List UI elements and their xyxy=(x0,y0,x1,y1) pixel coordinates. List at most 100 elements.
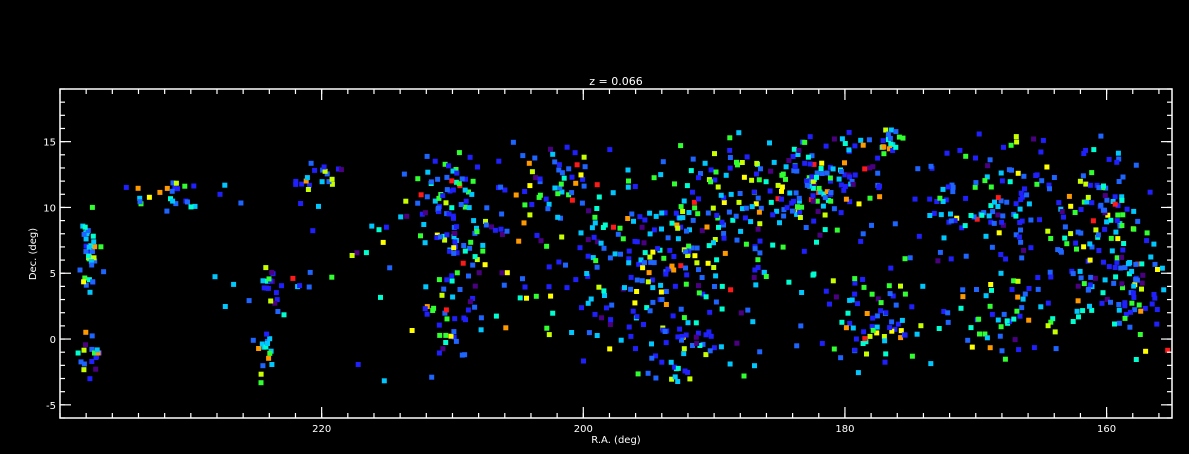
galaxy-point xyxy=(550,151,556,157)
galaxy-point xyxy=(641,240,647,246)
galaxy-point xyxy=(591,234,597,240)
galaxy-point xyxy=(869,324,875,330)
galaxy-point xyxy=(602,222,608,228)
galaxy-point xyxy=(827,301,832,307)
galaxy-point xyxy=(763,179,769,185)
galaxy-point xyxy=(695,330,701,336)
galaxy-point xyxy=(1078,230,1084,236)
galaxy-point xyxy=(91,255,97,261)
galaxy-point xyxy=(838,355,844,361)
galaxy-point xyxy=(496,158,502,164)
galaxy-point xyxy=(960,287,966,293)
galaxy-point xyxy=(761,269,767,275)
galaxy-point xyxy=(536,194,542,200)
galaxy-point xyxy=(937,249,943,255)
galaxy-point xyxy=(889,328,895,334)
galaxy-point xyxy=(81,361,87,367)
galaxy-point xyxy=(306,284,312,290)
galaxy-point xyxy=(1089,200,1095,206)
galaxy-point xyxy=(376,227,382,233)
galaxy-point xyxy=(1084,199,1090,205)
galaxy-point xyxy=(498,226,504,232)
galaxy-point xyxy=(1056,200,1062,206)
galaxy-point xyxy=(814,174,819,180)
galaxy-point xyxy=(322,168,328,174)
galaxy-point xyxy=(566,192,572,198)
galaxy-point xyxy=(680,215,686,221)
galaxy-point xyxy=(1165,347,1171,353)
galaxy-point xyxy=(1139,286,1144,292)
galaxy-point xyxy=(440,193,446,199)
galaxy-point xyxy=(290,275,296,281)
galaxy-point xyxy=(640,265,646,271)
galaxy-point xyxy=(811,161,817,167)
galaxy-point xyxy=(683,281,689,287)
galaxy-point xyxy=(928,163,934,169)
galaxy-point xyxy=(984,174,990,180)
galaxy-point xyxy=(645,279,651,285)
galaxy-point xyxy=(1017,206,1023,212)
galaxy-point xyxy=(1098,202,1104,208)
galaxy-point xyxy=(659,297,665,302)
galaxy-point xyxy=(668,359,674,365)
galaxy-point xyxy=(708,167,714,173)
galaxy-point xyxy=(850,325,856,331)
galaxy-point xyxy=(641,322,646,327)
galaxy-point xyxy=(811,218,817,224)
galaxy-point xyxy=(620,236,626,242)
galaxy-point xyxy=(137,199,143,205)
galaxy-point xyxy=(644,305,650,311)
galaxy-point xyxy=(874,324,880,330)
galaxy-point xyxy=(650,285,656,291)
galaxy-point xyxy=(415,200,421,206)
galaxy-point xyxy=(380,239,386,245)
galaxy-point xyxy=(852,291,858,297)
galaxy-point xyxy=(685,320,691,326)
galaxy-point xyxy=(423,284,429,290)
galaxy-point xyxy=(555,191,561,197)
galaxy-point xyxy=(451,250,457,256)
galaxy-point xyxy=(564,285,570,291)
galaxy-point xyxy=(752,363,757,369)
galaxy-point xyxy=(1068,231,1074,237)
galaxy-point xyxy=(977,331,982,337)
galaxy-point xyxy=(1139,261,1145,267)
galaxy-point xyxy=(669,263,675,269)
galaxy-point xyxy=(987,157,993,163)
galaxy-point xyxy=(998,324,1004,330)
galaxy-point xyxy=(381,378,387,384)
galaxy-point xyxy=(462,352,468,358)
galaxy-point xyxy=(1096,248,1102,253)
galaxy-point xyxy=(694,245,700,251)
galaxy-point xyxy=(882,359,888,365)
galaxy-point xyxy=(281,312,287,318)
galaxy-point xyxy=(443,332,449,338)
galaxy-point xyxy=(663,340,669,346)
galaxy-point xyxy=(728,287,734,293)
galaxy-point xyxy=(1131,226,1137,232)
galaxy-point xyxy=(790,154,796,159)
galaxy-point xyxy=(700,291,706,297)
galaxy-point xyxy=(852,280,858,286)
galaxy-point xyxy=(596,194,602,200)
galaxy-point xyxy=(875,170,881,176)
chart-title: z = 0.066 xyxy=(589,75,642,88)
galaxy-point xyxy=(546,201,552,207)
galaxy-point xyxy=(457,287,463,292)
galaxy-point xyxy=(887,325,893,331)
galaxy-point xyxy=(537,176,543,182)
galaxy-point xyxy=(1004,318,1010,324)
galaxy-point xyxy=(307,269,313,275)
galaxy-point xyxy=(743,241,749,247)
galaxy-point xyxy=(521,220,527,226)
galaxy-point xyxy=(1048,274,1054,280)
galaxy-point xyxy=(988,219,994,225)
galaxy-point xyxy=(259,341,265,347)
galaxy-point xyxy=(1102,277,1108,283)
galaxy-point xyxy=(594,206,600,211)
galaxy-point xyxy=(1119,254,1125,260)
galaxy-point xyxy=(610,190,616,196)
galaxy-point xyxy=(887,135,893,141)
galaxy-point xyxy=(1050,316,1056,322)
galaxy-point xyxy=(1047,186,1052,192)
